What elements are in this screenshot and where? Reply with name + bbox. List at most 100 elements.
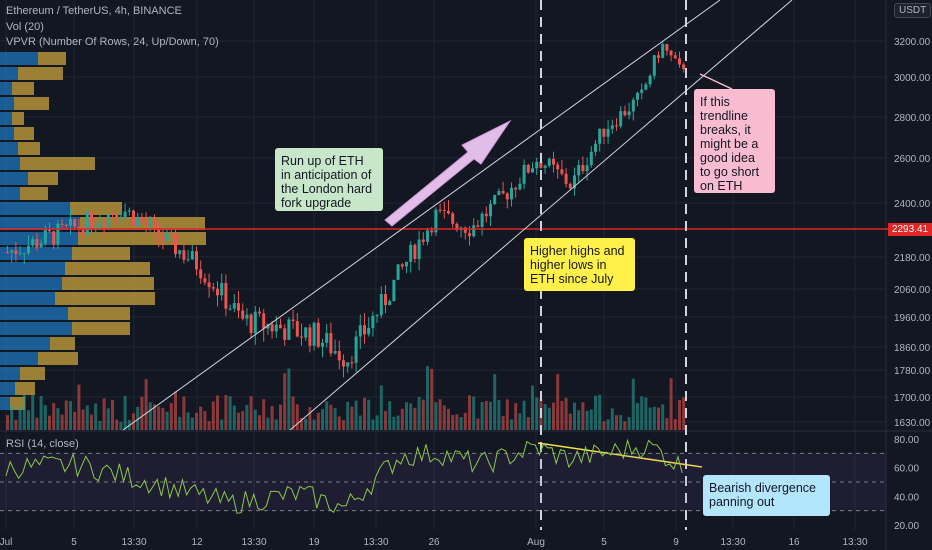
candle-body <box>610 125 614 129</box>
candle-body <box>31 239 35 246</box>
candle-body <box>451 213 455 224</box>
volume-bar <box>60 414 64 430</box>
candle-body <box>106 213 110 226</box>
symbol-title[interactable]: Ethereum / TetherUS, 4h, BINANCE <box>6 5 182 17</box>
volume-bar <box>232 405 236 430</box>
price-tick-label: 2060.00 <box>894 285 931 296</box>
volume-bar <box>216 395 219 430</box>
vpvr-down-bar <box>38 352 78 365</box>
annotation-bearish-divergence[interactable]: Bearish divergence panning out <box>703 475 830 516</box>
vpvr-up-bar <box>0 67 18 80</box>
volume-bar <box>48 415 51 430</box>
price-tick-label: 1780.00 <box>894 366 931 377</box>
price-tick-label: 3200.00 <box>894 37 931 48</box>
candle-body <box>388 301 392 306</box>
candle-body <box>119 216 123 218</box>
candle-body <box>526 164 530 173</box>
volume-bar <box>136 406 140 430</box>
volume-bar <box>581 402 585 430</box>
candle-body <box>18 253 22 255</box>
candle-body <box>48 229 51 232</box>
candle-body <box>39 243 43 248</box>
vpvr-down-bar <box>70 202 122 215</box>
candle-body <box>564 173 568 184</box>
candle-body <box>342 360 345 367</box>
candle-body <box>220 283 224 296</box>
vpvr-up-bar <box>0 352 38 365</box>
annotation-trendline-break[interactable]: If this trendline breaks, it might be a … <box>694 89 775 193</box>
vpvr-up-bar <box>0 217 80 230</box>
volume-bar <box>598 394 602 430</box>
candle-body <box>102 223 106 226</box>
currency-badge[interactable]: USDT <box>894 3 932 18</box>
candle-body <box>484 213 488 217</box>
volume-bar <box>274 419 278 430</box>
time-tick-label: 5 <box>601 537 607 548</box>
candle-body <box>472 225 476 237</box>
vpvr-up-bar <box>0 127 14 140</box>
price-tick-label: 1960.00 <box>894 313 931 324</box>
candle-body <box>300 336 303 338</box>
volume-bar <box>287 368 291 430</box>
volume-bar <box>90 414 93 430</box>
candle-body <box>287 319 291 340</box>
candle-body <box>505 193 509 200</box>
rsi-tick-label: 80.00 <box>894 435 919 446</box>
volume-bar <box>85 405 89 430</box>
candle-body <box>619 111 623 127</box>
vpvr-down-bar <box>12 112 24 125</box>
vpvr-up-bar <box>0 322 72 335</box>
price-tick-label: 1630.00 <box>894 418 931 429</box>
volume-bar <box>413 407 417 430</box>
volume-bar <box>73 411 77 430</box>
candle-body <box>77 226 81 229</box>
volume-bar <box>195 412 198 430</box>
annotation-london-fork[interactable]: Run up of ETH in anticipation of the Lon… <box>275 148 383 211</box>
candle-body <box>627 111 631 116</box>
volume-bar <box>547 407 551 430</box>
time-tick-label: Jul <box>0 537 12 548</box>
price-tick-label: 1860.00 <box>894 343 931 354</box>
candle-body <box>585 165 589 172</box>
volume-bar <box>577 410 581 430</box>
candle-body <box>602 128 606 137</box>
channel-lower-line <box>289 0 793 431</box>
candle-body <box>316 322 320 347</box>
candle-body <box>438 209 442 211</box>
candle-body <box>652 55 656 76</box>
candle-body <box>665 44 669 51</box>
candle-body <box>6 252 9 254</box>
volume-bar <box>573 402 576 430</box>
volume-bar <box>455 414 459 430</box>
volume-bar <box>312 419 316 430</box>
volume-bar <box>363 397 366 430</box>
volume-bar <box>417 396 421 430</box>
rsi-indicator-label[interactable]: RSI (14, close) <box>6 438 79 450</box>
volume-bar <box>81 409 85 430</box>
vpvr-indicator-label[interactable]: VPVR (Number Of Rows, 24, Up/Down, 70) <box>6 36 219 48</box>
candle-body <box>560 169 564 174</box>
time-tick-label: 16 <box>788 537 800 548</box>
volume-bar <box>409 403 413 430</box>
candle-body <box>468 232 471 237</box>
volume-bar <box>325 401 329 430</box>
volume-bar <box>476 418 480 430</box>
volume-bar <box>178 416 182 430</box>
volume-bar <box>434 402 438 430</box>
candle-body <box>522 164 526 184</box>
volume-bar <box>291 396 295 430</box>
volume-bar <box>182 396 186 430</box>
candle-body <box>489 204 492 217</box>
candle-body <box>22 253 26 255</box>
volume-bar <box>237 412 240 430</box>
volume-bar <box>190 417 194 430</box>
volume-bar <box>165 411 169 430</box>
vpvr-up-bar <box>0 82 12 95</box>
annotation-higher-highs[interactable]: Higher highs and higher lows in ETH sinc… <box>524 238 635 291</box>
volume-bar <box>661 404 665 430</box>
time-tick-label: 13:30 <box>720 537 745 548</box>
time-tick-label: 13:30 <box>842 537 867 548</box>
volume-bar <box>379 385 383 430</box>
volume-indicator-label[interactable]: Vol (20) <box>6 21 44 33</box>
candle-body <box>644 84 648 90</box>
